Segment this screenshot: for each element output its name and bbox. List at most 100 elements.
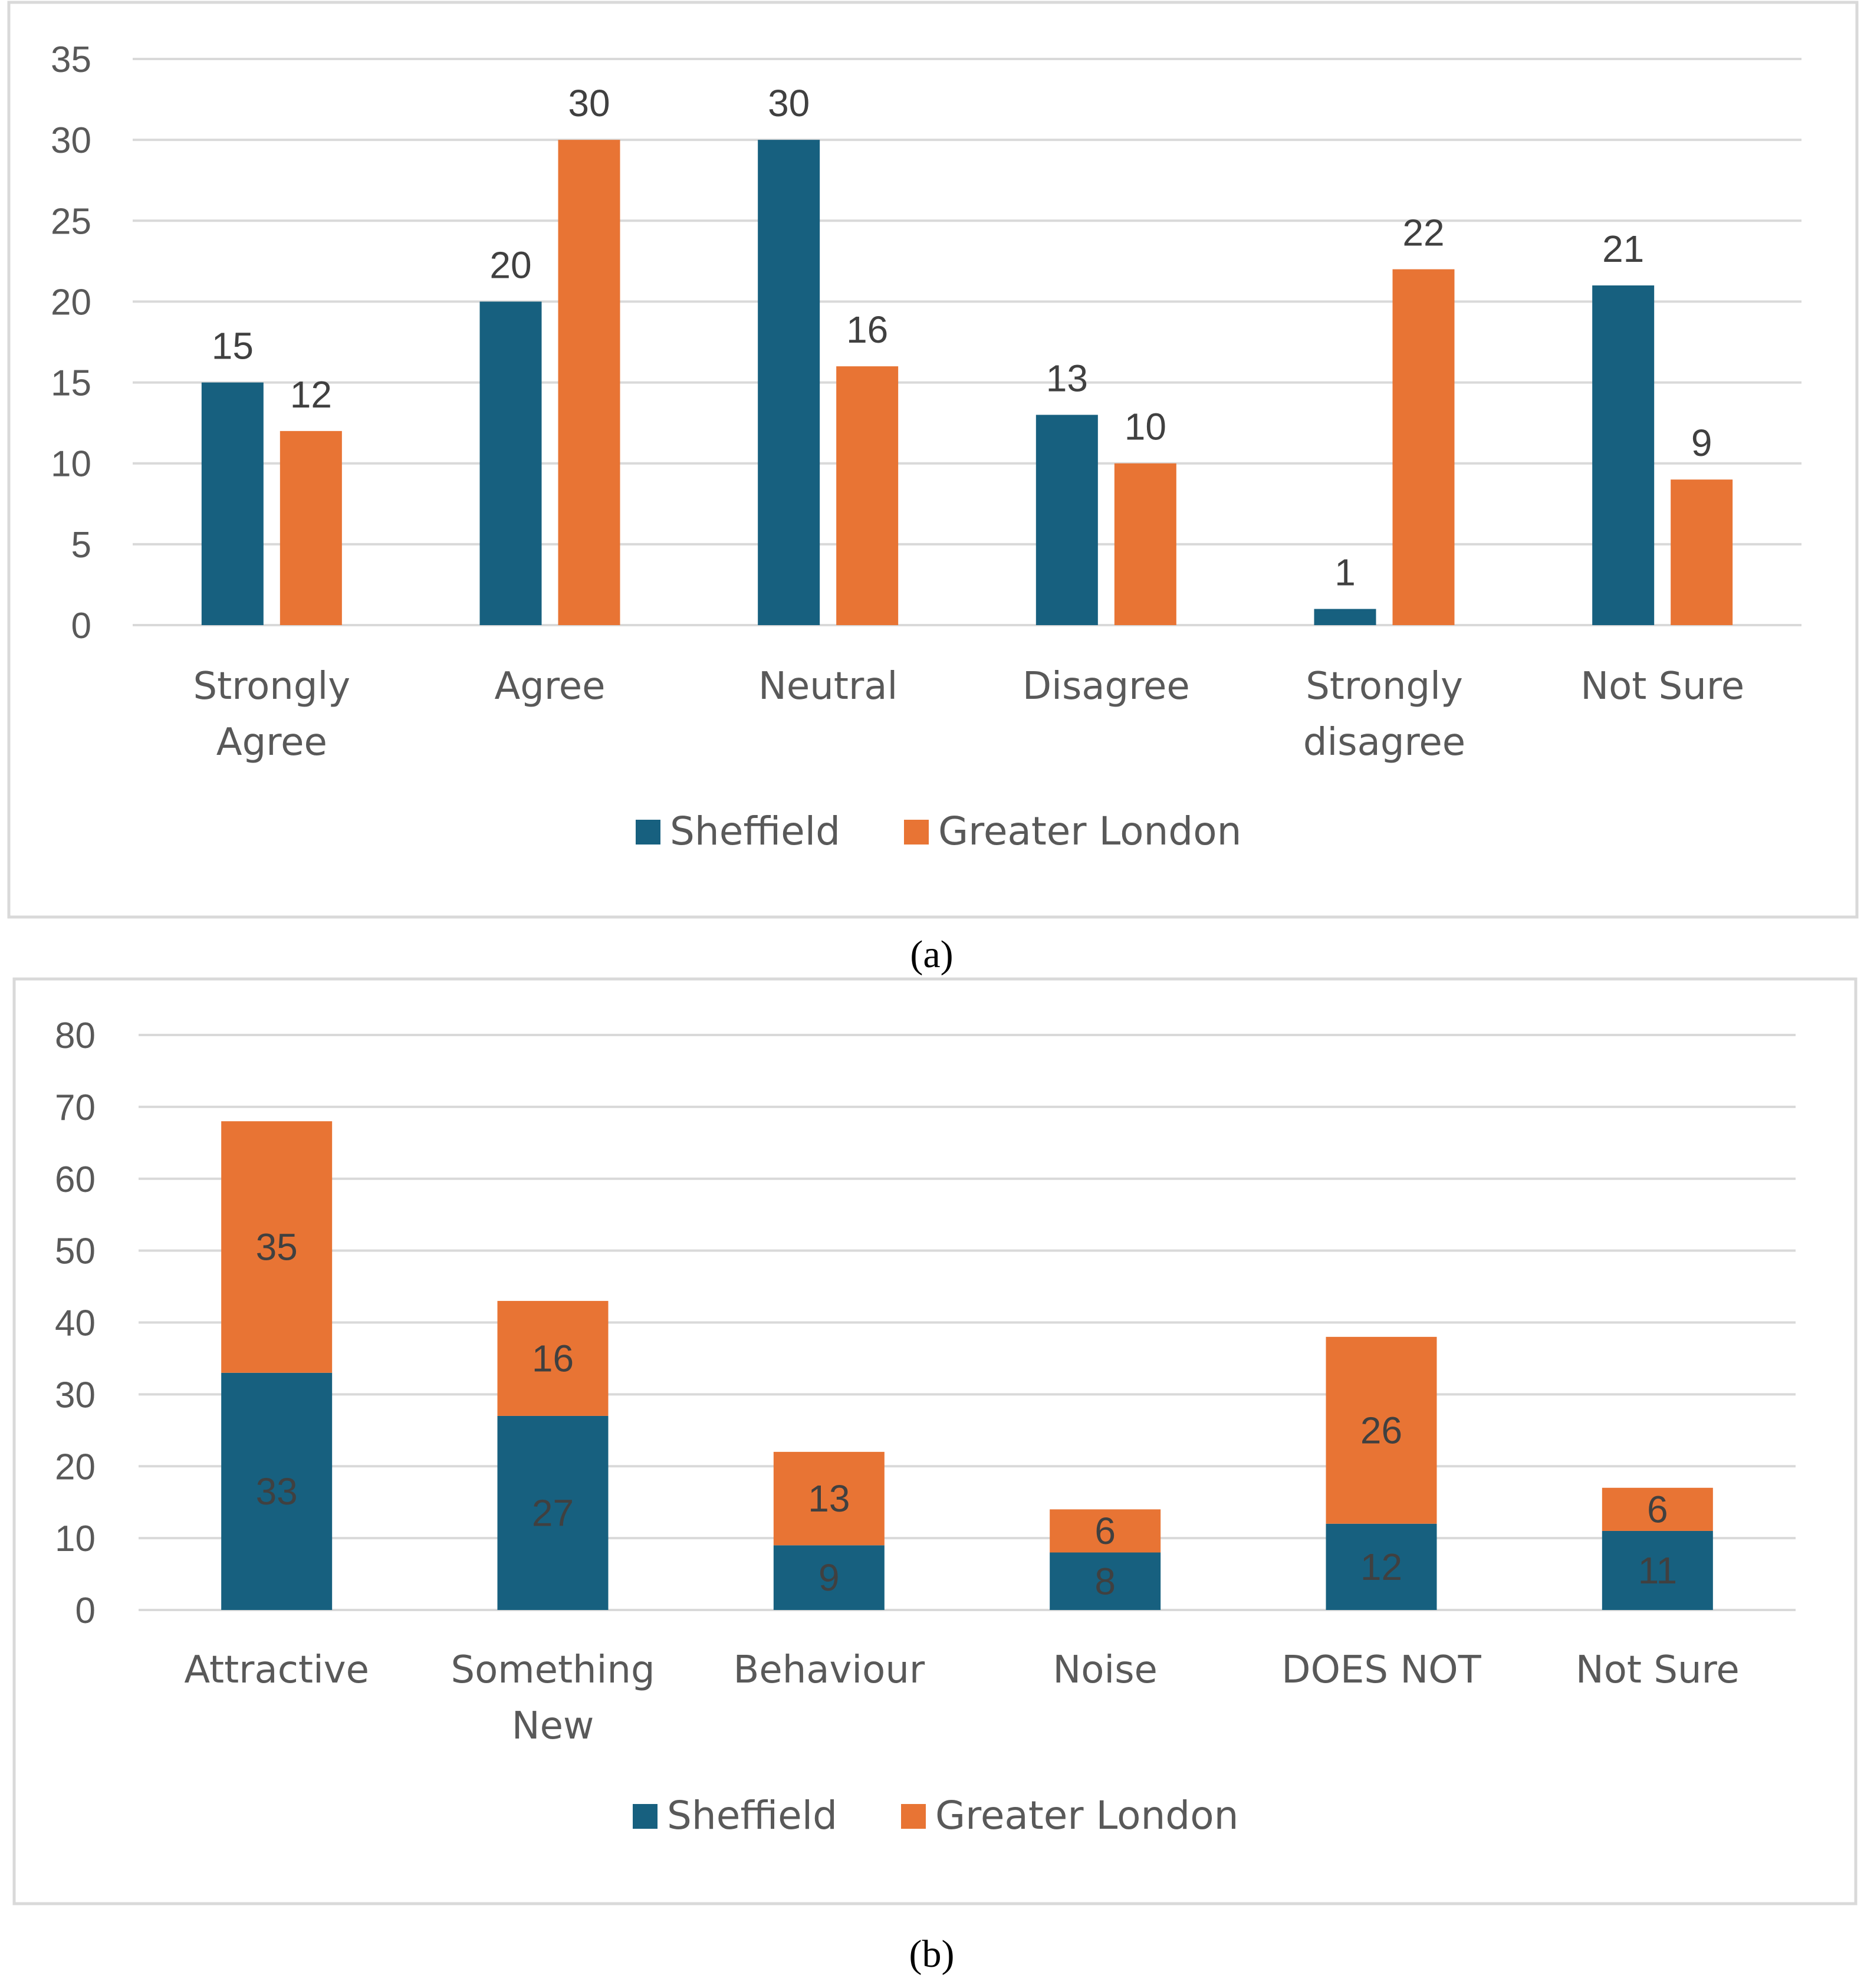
y-tick-label: 25 — [51, 201, 91, 242]
y-tick-label: 40 — [55, 1303, 96, 1344]
data-label: 16 — [532, 1337, 574, 1379]
x-category-label: disagree — [1303, 721, 1465, 764]
y-tick-label: 0 — [71, 606, 91, 646]
y-tick-label: 20 — [55, 1447, 96, 1487]
legend-swatch-sheffield — [636, 820, 660, 845]
bar-greater-london — [1392, 269, 1455, 626]
bar-greater-london — [497, 1300, 609, 1416]
y-tick-label: 30 — [51, 120, 91, 161]
x-category-label: Not Sure — [1580, 665, 1744, 708]
x-category-label: Strongly — [193, 665, 351, 708]
chart-a-gridlines — [133, 58, 1801, 626]
y-tick-label: 20 — [51, 282, 91, 323]
data-label: 13 — [1046, 357, 1088, 399]
data-label: 20 — [489, 244, 531, 286]
y-tick-label: 10 — [51, 444, 91, 485]
data-label: 15 — [212, 325, 254, 367]
legend-swatch-sheffield — [633, 1804, 658, 1829]
data-label: 1 — [1334, 551, 1356, 594]
chart-a-legend: Sheffield Greater London — [636, 809, 1241, 854]
bar-sheffield — [1592, 285, 1655, 625]
chart-b-x-axis: Attractive Something New Behaviour Noise DOES… — [184, 1648, 1739, 1748]
x-category-label: DOES NOT — [1281, 1648, 1481, 1692]
bar-sheffield — [1326, 1523, 1437, 1610]
x-category-label: Agree — [216, 721, 327, 764]
legend-label-sheffield: Sheffield — [667, 1793, 837, 1838]
x-category-label: New — [512, 1704, 594, 1748]
data-label: 27 — [532, 1491, 574, 1534]
data-label: 9 — [1691, 422, 1712, 464]
bar-sheffield — [1050, 1552, 1161, 1610]
y-tick-label: 50 — [55, 1231, 96, 1272]
data-label: 22 — [1402, 212, 1444, 254]
x-category-label: Noise — [1053, 1648, 1158, 1692]
bar-greater-london — [773, 1451, 885, 1546]
bar-greater-london — [1326, 1336, 1437, 1524]
bar-greater-london — [836, 366, 899, 625]
data-label: 8 — [1094, 1560, 1116, 1602]
data-label: 9 — [818, 1556, 840, 1599]
chart-a-y-axis: 0 5 10 15 20 25 30 35 — [51, 40, 91, 646]
data-label: 30 — [768, 82, 810, 124]
bar-sheffield — [1035, 415, 1098, 625]
bar-sheffield — [758, 140, 820, 626]
data-label: 12 — [290, 373, 332, 416]
y-tick-label: 35 — [51, 40, 91, 80]
bar-sheffield — [497, 1415, 609, 1610]
bar-greater-london — [221, 1121, 333, 1373]
data-label: 13 — [808, 1477, 850, 1520]
y-tick-label: 80 — [55, 1016, 96, 1056]
x-category-label: Disagree — [1023, 665, 1190, 708]
bar-sheffield — [1314, 609, 1376, 625]
x-category-label: Agree — [494, 665, 605, 708]
y-tick-label: 30 — [55, 1375, 96, 1415]
bar-greater-london — [1602, 1487, 1713, 1531]
chart-panel-a: 0 5 10 15 20 25 30 35 15 12 20 30 30 16 13 10 1 22 21 9 St… — [7, 1, 1859, 976]
data-label: 12 — [1360, 1546, 1402, 1588]
chart-a-caption: (a) — [910, 933, 953, 976]
x-category-label: Attractive — [184, 1648, 369, 1692]
x-category-label: Neutral — [758, 665, 898, 708]
chart-panel-b: 0 10 20 30 40 50 60 70 80 33 35 27 16 9 13 8 6 12 26 11 6 A… — [12, 977, 1858, 1976]
bar-sheffield — [221, 1372, 333, 1610]
data-label: 6 — [1647, 1488, 1668, 1530]
data-label: 6 — [1094, 1510, 1116, 1552]
bar-sheffield — [773, 1545, 885, 1610]
x-category-label: Behaviour — [733, 1648, 925, 1692]
bar-greater-london — [1114, 463, 1176, 625]
x-category-label: Something — [451, 1648, 655, 1692]
bar-sheffield — [479, 301, 542, 625]
chart-b-legend: Sheffield Greater London — [633, 1793, 1238, 1838]
bar-sheffield — [1602, 1530, 1713, 1610]
bar-greater-london — [1050, 1509, 1161, 1553]
y-tick-label: 70 — [55, 1087, 96, 1128]
y-tick-label: 0 — [75, 1591, 96, 1631]
legend-label-greater-london: Greater London — [935, 1793, 1238, 1838]
legend-swatch-greater-london — [901, 1804, 926, 1829]
legend-swatch-greater-london — [904, 820, 929, 845]
data-label: 16 — [846, 308, 888, 351]
data-label: 30 — [568, 82, 610, 124]
y-tick-label: 15 — [51, 363, 91, 404]
chart-a-bars — [201, 140, 1733, 626]
data-label: 35 — [256, 1226, 298, 1269]
y-tick-label: 60 — [55, 1159, 96, 1200]
legend-label-greater-london: Greater London — [938, 809, 1241, 854]
chart-b-y-axis: 0 10 20 30 40 50 60 70 80 — [55, 1016, 96, 1631]
chart-b-data-labels: 33 35 27 16 9 13 8 6 12 26 11 6 — [256, 1226, 1677, 1603]
x-category-label: Strongly — [1306, 665, 1463, 708]
chart-b-bars — [221, 1121, 1713, 1610]
data-label: 11 — [1638, 1549, 1677, 1592]
bar-greater-london — [1671, 479, 1733, 625]
bar-greater-london — [280, 431, 342, 625]
chart-a-data-labels: 15 12 20 30 30 16 13 10 1 22 21 9 — [212, 82, 1712, 593]
bar-sheffield — [201, 382, 264, 625]
y-tick-label: 10 — [55, 1519, 96, 1559]
chart-a-x-axis: Strongly Agree Agree Neutral Disagree Strongl… — [193, 665, 1745, 764]
legend-label-sheffield: Sheffield — [670, 809, 840, 854]
data-label: 10 — [1125, 406, 1166, 448]
data-label: 33 — [256, 1470, 298, 1513]
data-label: 21 — [1602, 228, 1644, 270]
x-category-label: Not Sure — [1576, 1648, 1740, 1692]
